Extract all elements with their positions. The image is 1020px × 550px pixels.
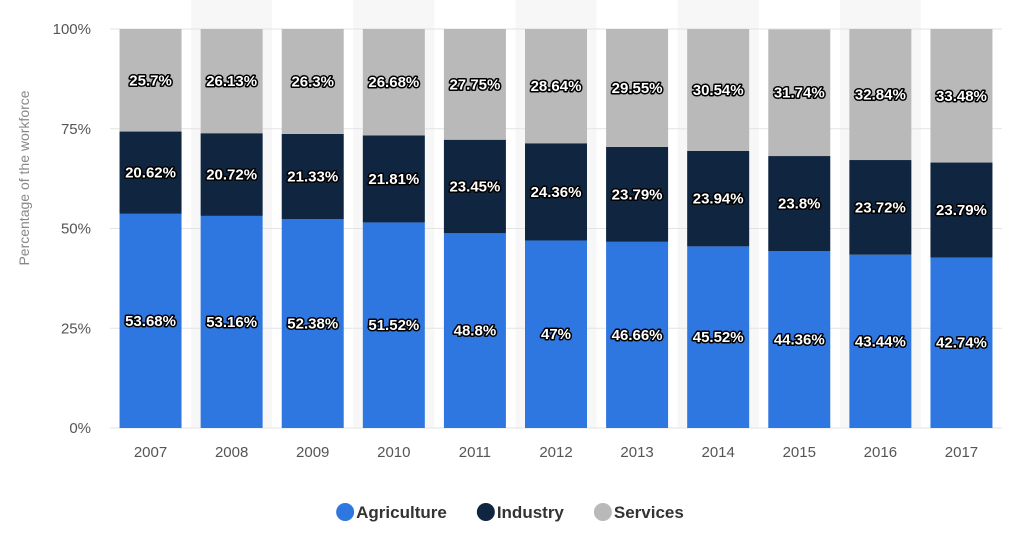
- data-label: 33.48%: [936, 88, 987, 105]
- data-label: 53.68%: [125, 313, 176, 330]
- bar-segment-industry[interactable]: [200, 133, 263, 216]
- bar-segment-services[interactable]: [362, 28, 425, 136]
- data-label: 32.84%: [855, 87, 906, 104]
- bar-segment-industry[interactable]: [119, 131, 182, 214]
- data-label: 23.72%: [855, 199, 906, 216]
- bar-segment-services[interactable]: [606, 29, 669, 147]
- bar-segment-industry[interactable]: [443, 139, 506, 234]
- bar-segment-agriculture[interactable]: [200, 215, 263, 428]
- x-tick-label: 2009: [296, 444, 329, 461]
- bar-segment-industry[interactable]: [281, 133, 344, 220]
- data-label: 31.74%: [774, 85, 825, 102]
- bar-segment-agriculture[interactable]: [281, 219, 344, 428]
- bar-segment-agriculture[interactable]: [362, 222, 425, 428]
- bar-segment-industry[interactable]: [606, 146, 669, 242]
- bar-segment-agriculture[interactable]: [525, 240, 587, 428]
- legend-label: Industry: [497, 503, 565, 522]
- x-tick-label: 2014: [701, 444, 734, 461]
- bar-segment-services[interactable]: [200, 28, 263, 134]
- legend-marker: [593, 503, 612, 521]
- data-label: 29.55%: [612, 80, 663, 97]
- x-tick-label: 2016: [864, 444, 897, 461]
- data-label: 20.72%: [206, 167, 257, 184]
- x-tick-label: 2013: [620, 444, 653, 461]
- x-axis: 2007 2008 2009 2010 2011 2012 2013 2014 2015 2016…: [134, 444, 978, 461]
- data-label: 26.68%: [368, 74, 419, 91]
- y-axis-title: Percentage of the workforce: [16, 90, 32, 265]
- x-tick-label: 2011: [459, 444, 491, 461]
- bar-segment-industry[interactable]: [362, 135, 425, 223]
- bar-segment-services[interactable]: [768, 29, 831, 157]
- bar-segment-agriculture[interactable]: [443, 233, 506, 428]
- bar-segment-agriculture[interactable]: [930, 257, 993, 428]
- data-label: 52.38%: [287, 316, 338, 333]
- bar-segment-services[interactable]: [443, 29, 506, 140]
- legend-marker: [336, 503, 355, 521]
- data-label: 30.54%: [693, 82, 744, 99]
- bar-segment-industry[interactable]: [930, 162, 993, 258]
- data-label: 20.62%: [125, 165, 176, 182]
- data-label: 24.36%: [531, 184, 582, 201]
- y-tick-label: 75%: [61, 121, 91, 138]
- data-label: 44.36%: [774, 332, 825, 349]
- data-label: 48.8%: [454, 323, 497, 340]
- data-label: 28.64%: [531, 78, 582, 95]
- bar-segment-agriculture[interactable]: [119, 213, 182, 428]
- y-tick-label: 50%: [61, 221, 91, 238]
- bar-segment-services[interactable]: [849, 29, 912, 161]
- legend-marker: [476, 503, 495, 521]
- legend-label: Agriculture: [356, 503, 447, 522]
- bar-segment-services[interactable]: [525, 29, 587, 144]
- x-tick-label: 2010: [377, 444, 410, 461]
- data-label: 23.8%: [778, 196, 821, 213]
- data-label: 47%: [541, 326, 571, 343]
- bar-segment-services[interactable]: [119, 29, 182, 132]
- bar-segment-industry[interactable]: [525, 143, 587, 241]
- data-label: 27.75%: [449, 76, 500, 93]
- bar-segment-agriculture[interactable]: [687, 246, 750, 428]
- data-label: 45.52%: [693, 329, 744, 346]
- data-label: 23.94%: [693, 191, 744, 208]
- x-tick-label: 2007: [134, 444, 167, 461]
- data-label: 43.44%: [855, 333, 906, 350]
- x-tick-label: 2017: [945, 444, 978, 461]
- legend[interactable]: Agriculture Industry Services: [336, 503, 684, 522]
- data-label: 42.74%: [936, 335, 987, 352]
- data-labels: 53.68% 20.62% 25.7% 53.16% 20.72% 26.13% 52.38…: [124, 71, 989, 353]
- bar-segment-services[interactable]: [281, 28, 344, 134]
- legend-item-services[interactable]: Services: [593, 503, 684, 522]
- bar-segment-industry[interactable]: [687, 150, 750, 247]
- data-label: 25.7%: [129, 72, 172, 89]
- data-label: 21.33%: [287, 168, 338, 185]
- bar-segment-industry[interactable]: [768, 156, 831, 252]
- data-label: 53.16%: [206, 314, 257, 331]
- data-label: 23.79%: [936, 202, 987, 219]
- y-tick-label: 25%: [61, 320, 91, 337]
- legend-label: Services: [614, 503, 684, 522]
- x-tick-label: 2012: [539, 444, 572, 461]
- bars: [119, 28, 993, 428]
- data-label: 21.81%: [368, 171, 419, 188]
- bar-segment-services[interactable]: [687, 29, 750, 151]
- y-tick-label: 100%: [53, 21, 91, 38]
- legend-item-industry[interactable]: Industry: [476, 503, 565, 522]
- data-label: 23.79%: [612, 186, 663, 203]
- bar-segment-agriculture[interactable]: [849, 254, 912, 428]
- bar-segment-services[interactable]: [930, 28, 993, 163]
- data-label: 23.45%: [449, 179, 500, 196]
- data-label: 46.66%: [612, 327, 663, 344]
- bar-segment-agriculture[interactable]: [606, 241, 669, 428]
- x-tick-label: 2015: [783, 444, 816, 461]
- x-tick-label: 2008: [215, 444, 248, 461]
- y-tick-label: 0%: [69, 420, 91, 437]
- data-label: 26.3%: [291, 73, 334, 90]
- bar-segment-industry[interactable]: [849, 160, 912, 255]
- y-axis: 0% 25% 50% 75% 100%: [53, 21, 91, 437]
- data-label: 26.13%: [206, 73, 257, 90]
- legend-item-agriculture[interactable]: Agriculture: [336, 503, 447, 522]
- data-label: 51.52%: [368, 317, 419, 334]
- bar-segment-agriculture[interactable]: [768, 251, 831, 428]
